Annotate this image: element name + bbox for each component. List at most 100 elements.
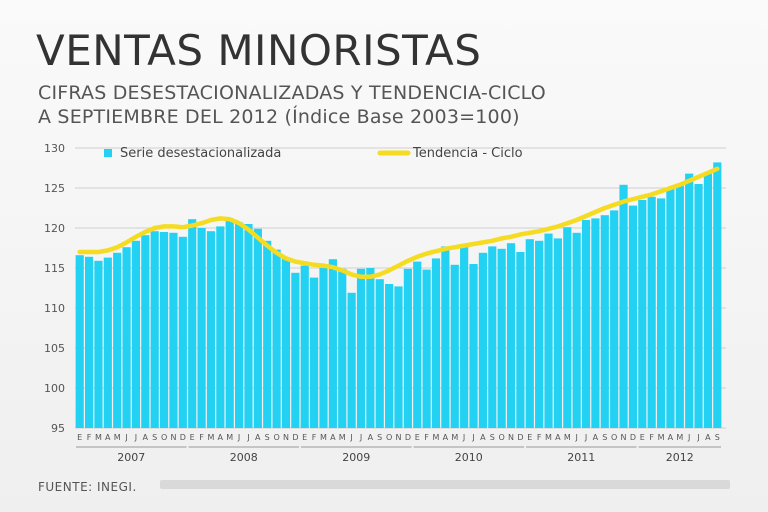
month-label-53: J <box>575 433 578 442</box>
bar-51 <box>553 238 562 428</box>
bar-56 <box>600 215 609 428</box>
bar-59 <box>628 205 638 428</box>
month-label-6: J <box>134 433 137 442</box>
month-label-35: D <box>405 433 411 442</box>
bar-29 <box>347 292 356 428</box>
y-tick-label-130: 130 <box>44 142 65 155</box>
bar-41 <box>460 244 469 428</box>
month-label-41: J <box>462 433 465 442</box>
bar-7 <box>141 235 150 428</box>
bar-48 <box>525 239 534 428</box>
month-label-61: F <box>649 433 654 442</box>
month-label-43: A <box>480 433 486 442</box>
bar-65 <box>685 173 694 428</box>
year-label-2007: 2007 <box>117 451 145 464</box>
month-label-13: F <box>199 433 204 442</box>
month-label-60: E <box>640 433 645 442</box>
month-label-57: O <box>611 433 617 442</box>
bar-57 <box>610 210 619 428</box>
bar-33 <box>385 284 394 428</box>
bar-66 <box>694 184 703 428</box>
month-label-25: F <box>312 433 317 442</box>
bar-30 <box>356 268 366 428</box>
bar-43 <box>478 252 487 428</box>
bar-45 <box>497 248 506 428</box>
bar-40 <box>450 264 459 428</box>
month-label-38: M <box>433 433 440 442</box>
month-label-49: F <box>537 433 542 442</box>
month-label-29: J <box>349 433 352 442</box>
bar-32 <box>375 279 384 428</box>
month-label-5: J <box>124 433 127 442</box>
bar-1 <box>84 256 94 428</box>
chart-subtitle-line2: A SEPTIEMBRE DEL 2012 (Índice Base 2003=… <box>38 106 520 128</box>
bar-64 <box>675 185 684 428</box>
bar-23 <box>291 272 300 428</box>
source-note: FUENTE: INEGI. <box>38 480 137 494</box>
y-tick-label-105: 105 <box>44 342 65 355</box>
month-label-1: F <box>87 433 92 442</box>
month-label-27: A <box>330 433 336 442</box>
month-label-42: J <box>471 433 474 442</box>
month-label-52: M <box>564 433 571 442</box>
bar-25 <box>310 277 319 428</box>
bar-8 <box>150 231 159 428</box>
bar-31 <box>366 268 375 428</box>
chart-subtitle-line1: CIFRAS DESESTACIONALIZADAS Y TENDENCIA-C… <box>38 82 546 104</box>
month-label-34: N <box>396 433 402 442</box>
legend-bars-label: Serie desestacionalizada <box>120 146 281 161</box>
bar-44 <box>488 246 497 428</box>
bar-22 <box>281 258 291 428</box>
month-label-51: A <box>555 433 561 442</box>
month-label-64: M <box>676 433 683 442</box>
bar-9 <box>159 232 169 428</box>
month-label-17: J <box>237 433 240 442</box>
y-tick-label-120: 120 <box>44 222 65 235</box>
month-label-65: J <box>687 433 690 442</box>
bar-17 <box>235 222 244 428</box>
month-label-9: O <box>161 433 167 442</box>
y-tick-label-100: 100 <box>44 382 65 395</box>
month-label-31: A <box>368 433 374 442</box>
bar-58 <box>619 184 628 428</box>
month-label-10: N <box>171 433 177 442</box>
y-tick-label-95: 95 <box>51 422 65 435</box>
bar-37 <box>422 269 431 428</box>
month-label-24: E <box>302 433 307 442</box>
bar-46 <box>506 243 516 428</box>
month-label-66: J <box>696 433 699 442</box>
month-label-7: A <box>143 433 149 442</box>
y-tick-label-110: 110 <box>44 302 65 315</box>
bar-28 <box>338 268 347 428</box>
month-label-32: S <box>377 433 382 442</box>
month-label-67: A <box>705 433 711 442</box>
month-label-12: E <box>190 433 195 442</box>
bar-34 <box>394 286 403 428</box>
bar-14 <box>206 231 216 428</box>
month-label-62: M <box>658 433 665 442</box>
bar-16 <box>225 220 234 428</box>
y-tick-label-115: 115 <box>44 262 65 275</box>
month-label-33: O <box>386 433 392 442</box>
month-label-0: E <box>77 433 82 442</box>
bar-21 <box>272 249 281 428</box>
bar-15 <box>216 226 225 428</box>
month-label-47: D <box>517 433 523 442</box>
bar-18 <box>244 224 253 428</box>
bar-47 <box>516 252 525 428</box>
bar-49 <box>535 240 544 428</box>
y-tick-label-125: 125 <box>44 182 65 195</box>
bar-2 <box>94 260 103 428</box>
bar-4 <box>113 252 122 428</box>
bar-10 <box>169 232 178 428</box>
month-label-59: D <box>630 433 636 442</box>
year-label-2010: 2010 <box>455 451 483 464</box>
month-label-55: A <box>593 433 599 442</box>
month-label-45: O <box>498 433 504 442</box>
chart-title: VENTAS MINORISTAS <box>36 26 482 75</box>
bar-26 <box>319 268 328 428</box>
month-label-39: A <box>443 433 449 442</box>
month-label-46: N <box>508 433 514 442</box>
year-label-2008: 2008 <box>230 451 258 464</box>
